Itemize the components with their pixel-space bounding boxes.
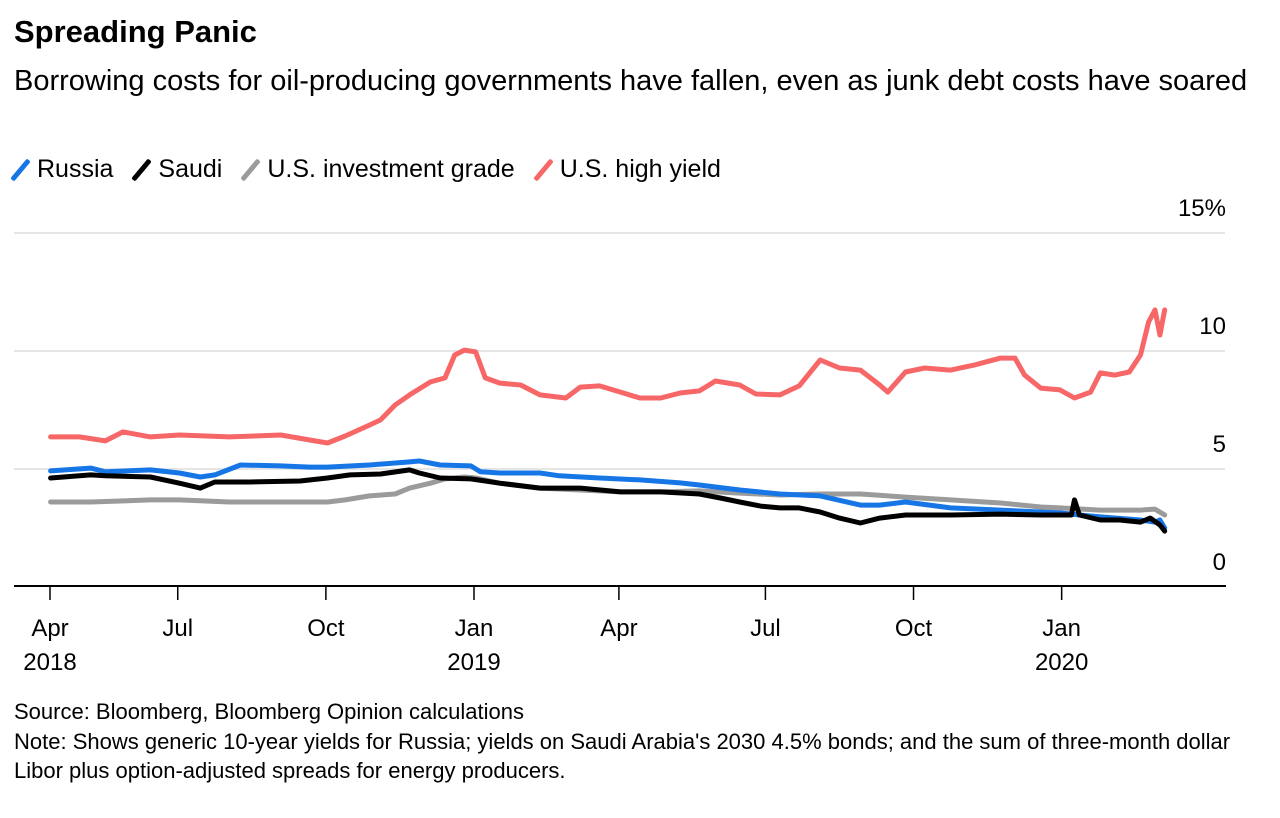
x-tick-year-label: 2019 bbox=[447, 649, 500, 676]
y-tick-label: 10 bbox=[1199, 313, 1226, 340]
x-tick-label: Apr bbox=[31, 615, 68, 642]
legend: Russia Saudi U.S. investment grade U.S. … bbox=[10, 155, 721, 184]
legend-label: Saudi bbox=[158, 155, 223, 183]
x-tick-label: Apr bbox=[600, 615, 637, 642]
x-tick-year-label: 2020 bbox=[1035, 649, 1088, 676]
series-line-u-s-high-yield bbox=[48, 307, 1168, 446]
y-tick-label: 15% bbox=[1178, 195, 1226, 222]
source-text: Source: Bloomberg, Bloomberg Opinion cal… bbox=[14, 699, 524, 724]
legend-label: Russia bbox=[37, 155, 114, 183]
legend-label: U.S. investment grade bbox=[267, 155, 515, 183]
x-tick-year-label: 2018 bbox=[23, 649, 76, 676]
legend-item-investment-grade: U.S. investment grade bbox=[240, 155, 515, 184]
y-tick-label: 5 bbox=[1213, 431, 1226, 458]
legend-item-high-yield: U.S. high yield bbox=[532, 155, 721, 184]
legend-label: U.S. high yield bbox=[559, 155, 721, 183]
x-tick-label: Jul bbox=[750, 615, 781, 642]
footer: Source: Bloomberg, Bloomberg Opinion cal… bbox=[14, 697, 1264, 786]
x-tick-label: Jan bbox=[1042, 615, 1081, 642]
chart-subtitle: Borrowing costs for oil-producing govern… bbox=[14, 65, 1248, 97]
x-tick-label: Oct bbox=[895, 615, 933, 642]
x-tick-label: Oct bbox=[307, 615, 345, 642]
line-chart: 0 5 10 15% Apr 2018 Jul Oct Jan 2019 Apr Jul Oct Jan 2… bbox=[14, 195, 1226, 676]
legend-item-russia: Russia bbox=[10, 155, 114, 184]
x-tick-label: Jul bbox=[162, 615, 193, 642]
series-line-russia bbox=[48, 458, 1168, 531]
y-tick-label: 0 bbox=[1213, 549, 1226, 576]
x-tick-label: Jan bbox=[455, 615, 494, 642]
series-line-saudi bbox=[48, 467, 1168, 534]
note-text: Note: Shows generic 10-year yields for R… bbox=[14, 728, 1231, 784]
legend-item-saudi: Saudi bbox=[131, 155, 223, 184]
chart-title: Spreading Panic bbox=[14, 14, 257, 49]
